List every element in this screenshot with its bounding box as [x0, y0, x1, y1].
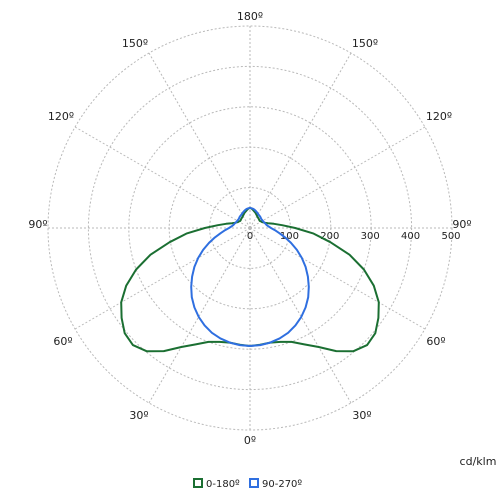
angle-label-upper-right: 150º	[352, 37, 378, 50]
angle-labels: 180º 150º 150º 120º 120º 90º 90º 60º 60º…	[28, 10, 471, 447]
angle-label-top: 180º	[237, 10, 263, 23]
series-curves	[120, 206, 380, 353]
radial-tick-label-100: 100	[280, 231, 299, 242]
radial-tick-label-200: 200	[320, 231, 339, 242]
radial-tick-label-0: 0	[247, 231, 253, 242]
polar-grid	[47, 25, 453, 431]
legend-swatch-90-270	[249, 478, 259, 488]
grid-spoke-210	[148, 52, 251, 229]
angle-label-right: 90º	[452, 218, 471, 231]
legend-label-90-270: 90-270º	[262, 479, 302, 490]
grid-spoke-30	[249, 227, 352, 404]
radial-tick-label-400: 400	[401, 231, 420, 242]
angle-label-upper-left: 150º	[122, 37, 148, 50]
unit-label: cd/klm	[460, 455, 497, 468]
legend-label-0-180: 0-180º	[206, 479, 240, 490]
legend: 0-180º 90-270º	[193, 478, 302, 490]
grid-spoke-300	[74, 227, 251, 330]
grid-spoke-150	[249, 52, 352, 229]
grid-spoke-330	[148, 227, 251, 404]
radial-tick-label-300: 300	[361, 231, 380, 242]
grid-spoke-60	[249, 227, 426, 330]
radial-tick-label-500: 500	[441, 231, 460, 242]
angle-label-bottom: 0º	[244, 434, 256, 447]
series-curve-90-270	[190, 206, 310, 347]
radial-tick-labels: 0 100 200 300 400 500	[247, 231, 461, 242]
legend-swatch-0-180	[193, 478, 203, 488]
angle-label-left: 90º	[28, 218, 47, 231]
angle-label-mid-lower-right: 60º	[426, 335, 445, 348]
angle-label-mid-upper-right: 120º	[426, 110, 452, 123]
grid-spoke-240	[74, 126, 251, 229]
angle-label-lower-left: 30º	[129, 409, 148, 422]
grid-spoke-120	[249, 126, 426, 229]
angle-label-lower-right: 30º	[352, 409, 371, 422]
angle-label-mid-upper-left: 120º	[48, 110, 74, 123]
angle-label-mid-lower-left: 60º	[53, 335, 72, 348]
